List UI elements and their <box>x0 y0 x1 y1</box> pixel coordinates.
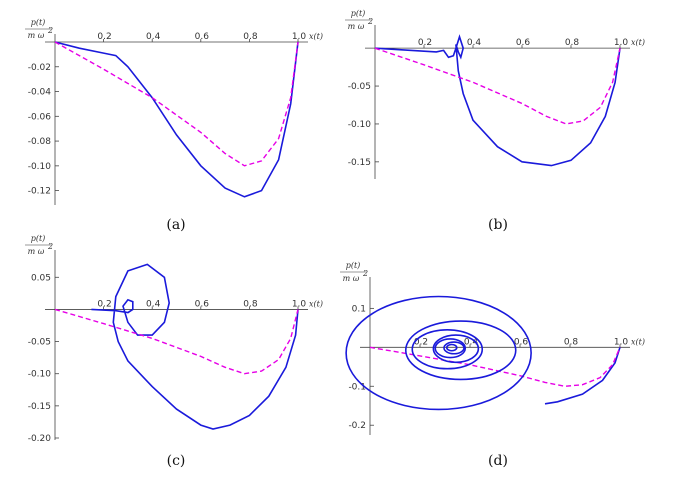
x-tick-label: 0.2 <box>418 38 432 48</box>
x-tick-label: 0.6 <box>516 38 531 48</box>
y-axis-label-bottom: m ω <box>348 22 365 31</box>
dashed-curve <box>369 346 621 388</box>
spiral-loop <box>411 328 484 370</box>
y-tick-label: -0.10 <box>28 370 52 380</box>
y-axis-label-exponent: 2 <box>47 242 53 251</box>
y-tick-label: -0.1 <box>348 382 366 392</box>
y-tick-label: -0.05 <box>28 338 51 348</box>
panel-caption: (d) <box>488 453 508 469</box>
spiral-loop <box>404 320 517 381</box>
spiral-loop <box>432 334 480 364</box>
x-tick-label: 0.2 <box>97 299 111 309</box>
x-axis-label: x(t) <box>631 337 645 346</box>
x-tick-label: 0.4 <box>146 32 161 42</box>
x-tick-label: 1.0 <box>292 299 307 309</box>
x-tick-label: 0.8 <box>564 337 579 347</box>
y-axis-label-top: p(t) <box>346 261 361 270</box>
panel-d: 0.2 0.4 0.6 0.8 1.0 0.1 -0.1 -0.2 p(t) m ω2 x(t) (d… <box>340 261 645 469</box>
x-tick-label: 0.4 <box>146 299 161 309</box>
y-tick-label: -0.2 <box>348 421 366 431</box>
y-tick-label: -0.15 <box>348 158 371 168</box>
y-tick-label: -0.02 <box>28 63 51 73</box>
solid-curve <box>91 263 299 430</box>
y-tick-label: -0.08 <box>28 137 52 147</box>
y-axis-label-bottom: m ω <box>343 274 360 283</box>
dashed-curve <box>54 308 299 375</box>
y-axis-label-top: p(t) <box>31 18 46 27</box>
dashed-curve <box>54 41 299 167</box>
y-tick-label: -0.15 <box>28 402 51 412</box>
y-axis-label-top: p(t) <box>351 9 366 18</box>
x-tick-label: 1.0 <box>292 32 307 42</box>
panel-b: 0.2 0.4 0.6 0.8 1.0 -0.05 -0.10 -0.15 p(t) m ω2 x(… <box>345 9 645 233</box>
panel-caption: (a) <box>166 217 185 233</box>
y-tick-label: 0.1 <box>352 304 366 314</box>
x-axis-label: x(t) <box>309 32 323 41</box>
y-axis-label-exponent: 2 <box>362 269 368 278</box>
panel-c: 0.2 0.4 0.6 0.8 1.0 0.05 -0.05 -0.10 -0.15 -0.20 p… <box>25 234 323 469</box>
panel-caption: (c) <box>167 453 186 469</box>
x-tick-label: 0.4 <box>467 38 482 48</box>
spiral-loop <box>443 341 465 355</box>
y-tick-label: -0.12 <box>28 187 51 197</box>
y-axis-label-bottom: m ω <box>28 31 45 40</box>
dashed-curve <box>374 47 621 125</box>
y-axis-label-bottom: m ω <box>28 247 45 256</box>
x-tick-label: 0.6 <box>195 299 210 309</box>
y-tick-label: -0.10 <box>28 162 52 172</box>
y-tick-label: 0.05 <box>31 273 51 283</box>
y-axis-label-exponent: 2 <box>47 26 53 35</box>
x-tick-label: 0.4 <box>464 337 479 347</box>
y-tick-label: -0.05 <box>348 82 371 92</box>
x-tick-label: 0.2 <box>414 337 428 347</box>
x-axis-label: x(t) <box>631 38 645 47</box>
spiral-loop <box>434 338 467 359</box>
spiral-loop <box>445 343 458 352</box>
solid-curve <box>374 34 621 167</box>
panel-caption: (b) <box>488 217 508 233</box>
x-tick-label: 0.2 <box>97 32 111 42</box>
y-tick-label: -0.10 <box>348 120 372 130</box>
y-axis-label-top: p(t) <box>31 234 46 243</box>
y-axis-label-exponent: 2 <box>367 17 373 26</box>
solid-curve <box>544 347 621 405</box>
solid-curve <box>54 41 299 198</box>
x-tick-label: 0.8 <box>243 299 258 309</box>
x-tick-label: 1.0 <box>614 38 629 48</box>
y-tick-label: -0.20 <box>28 434 52 444</box>
x-tick-label: 0.6 <box>195 32 210 42</box>
y-tick-label: -0.06 <box>28 112 52 122</box>
x-axis-label: x(t) <box>309 299 323 308</box>
x-tick-label: 0.8 <box>565 38 580 48</box>
y-tick-label: -0.04 <box>28 88 52 98</box>
x-tick-label: 0.6 <box>514 337 529 347</box>
panel-a: 0.2 0.4 0.6 0.8 1.0 -0.02 -0.04 -0.06 -0.08 -0.10… <box>25 18 323 233</box>
x-tick-label: 1.0 <box>614 337 629 347</box>
spiral-loop <box>345 295 532 411</box>
x-tick-label: 0.8 <box>243 32 258 42</box>
